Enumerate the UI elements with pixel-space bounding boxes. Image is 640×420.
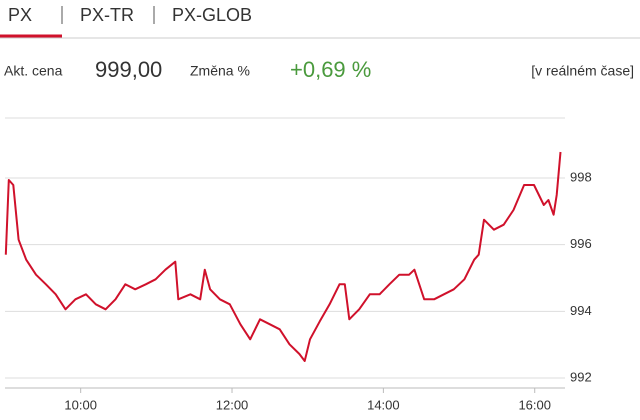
tab[interactable]: PX xyxy=(8,5,32,25)
mode: [v reálném čase] xyxy=(531,63,634,79)
tab[interactable]: PX-GLOB xyxy=(172,5,252,25)
price-label: Akt. cena xyxy=(4,63,63,79)
x-tick-label: 14:00 xyxy=(367,397,400,412)
price-line xyxy=(4,151,562,362)
y-tick-label: 996 xyxy=(570,236,592,251)
x-tick-label: 10:00 xyxy=(64,397,97,412)
y-tick-label: 998 xyxy=(570,169,592,184)
tab[interactable]: PX-TR xyxy=(80,5,134,25)
x-tick-label: 12:00 xyxy=(216,397,249,412)
x-tick-label: 16:00 xyxy=(518,397,551,412)
change-label: Změna % xyxy=(190,63,250,79)
change: +0,69 % xyxy=(290,57,371,82)
y-tick-label: 994 xyxy=(570,303,592,318)
price: 999,00 xyxy=(95,57,162,82)
y-tick-label: 992 xyxy=(570,369,592,384)
